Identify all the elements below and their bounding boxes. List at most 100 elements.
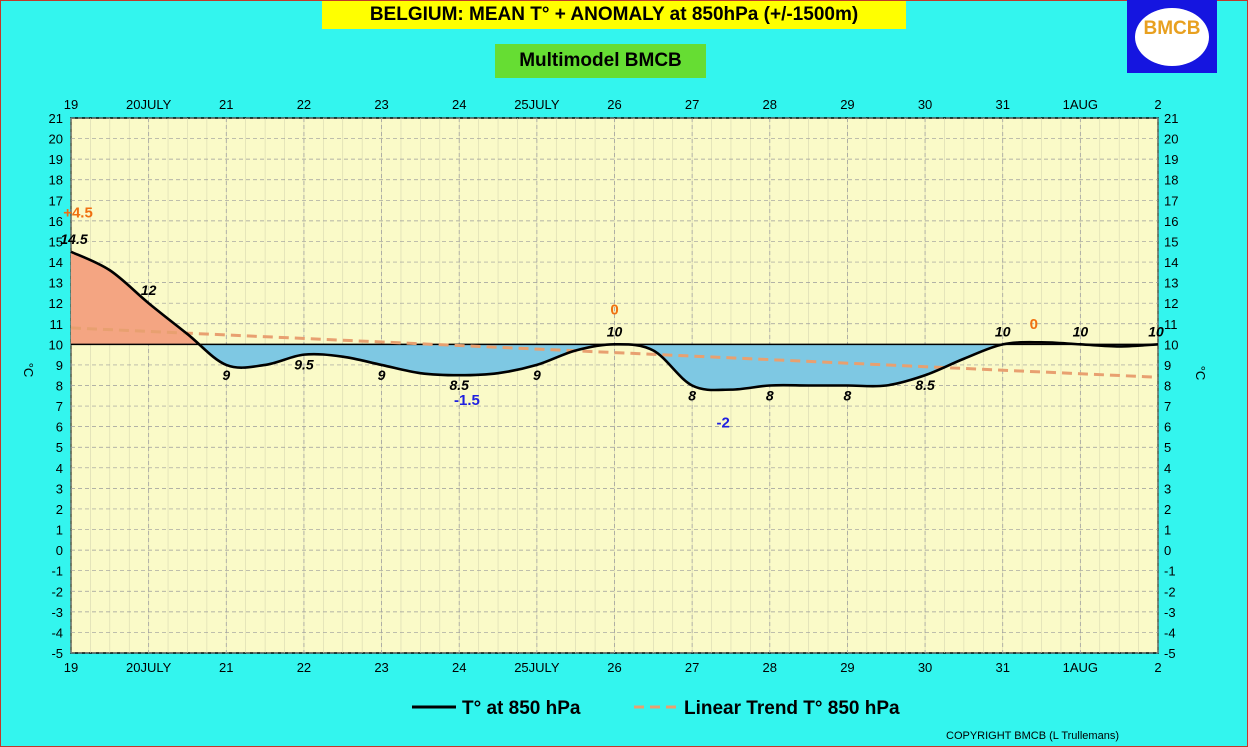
y-tick-label-left: 4: [56, 461, 63, 476]
data-label: 14.5: [60, 231, 87, 247]
anomaly-label: 0: [610, 301, 618, 318]
y-tick-label-left: 16: [49, 214, 63, 229]
y-tick-label-right: 1: [1164, 523, 1171, 538]
y-tick-label-left: 15: [49, 234, 63, 249]
copyright-text: COPYRIGHT BMCB (L Trullemans): [946, 730, 1119, 742]
y-tick-label-left: 20: [49, 132, 63, 147]
y-tick-label-right: 21: [1164, 111, 1178, 126]
x-tick-label-bottom: 19: [64, 660, 78, 675]
y-tick-label-right: -5: [1164, 646, 1176, 661]
horizontal-grid: [71, 117, 1158, 654]
x-tick-label-bottom: 25JULY: [514, 660, 560, 675]
y-tick-label-left: 13: [49, 276, 63, 291]
y-tick-label-right: 19: [1164, 152, 1178, 167]
y-tick-label-left: 1: [56, 523, 63, 538]
y-tick-label-right: -2: [1164, 584, 1176, 599]
data-label: 8.5: [449, 377, 469, 393]
data-label: 8: [844, 388, 852, 404]
y-tick-label-left: -2: [51, 584, 63, 599]
y-tick-label-left: 9: [56, 358, 63, 373]
y-tick-label-right: -3: [1164, 605, 1176, 620]
x-tick-label-bottom: 22: [297, 660, 311, 675]
x-tick-label-bottom: 20JULY: [126, 660, 172, 675]
y-tick-label-left: 11: [50, 317, 64, 332]
data-label: 9.5: [294, 357, 314, 373]
x-tick-label-top: 31: [995, 97, 1009, 112]
data-label: 10: [607, 323, 623, 339]
data-label: 8.5: [915, 377, 935, 393]
y-tick-label-right: 12: [1164, 296, 1178, 311]
x-tick-label-bottom: 2: [1154, 660, 1161, 675]
x-tick-label-top: 2: [1154, 97, 1161, 112]
y-tick-label-right: 3: [1164, 481, 1171, 496]
logo-text: BMCB: [1143, 18, 1201, 39]
y-tick-label-left: 12: [49, 296, 63, 311]
legend: T° at 850 hPa Linear Trend T° 850 hPa: [412, 698, 900, 719]
x-tick-label-top: 22: [297, 97, 311, 112]
y-tick-label-left: 8: [56, 379, 63, 394]
anomaly-label: -1.5: [454, 392, 480, 409]
cold-anomaly-area: [199, 344, 1158, 391]
x-tick-label-bottom: 31: [995, 660, 1009, 675]
y-tick-label-right: 17: [1164, 193, 1178, 208]
y-tick-label-left: 3: [56, 481, 63, 496]
x-tick-label-bottom: 23: [374, 660, 388, 675]
y-tick-label-left: 14: [49, 255, 63, 270]
x-tick-label-bottom: 24: [452, 660, 466, 675]
anomaly-label: -2: [717, 415, 730, 432]
y-tick-label-left: 19: [49, 152, 63, 167]
y-tick-label-right: 15: [1164, 234, 1178, 249]
y-tick-label-left: -1: [51, 564, 63, 579]
y-tick-label-right: 4: [1164, 461, 1171, 476]
y-tick-label-left: 17: [49, 193, 63, 208]
legend-label: Linear Trend T° 850 hPa: [684, 698, 900, 719]
x-tick-label-bottom: 26: [607, 660, 621, 675]
data-label: 10: [1148, 323, 1164, 339]
x-tick-label-top: 26: [607, 97, 621, 112]
x-tick-label-top: 27: [685, 97, 699, 112]
chart-title: BELGIUM: MEAN T° + ANOMALY at 850hPa (+/…: [322, 1, 906, 29]
y-axis-label-right: °C: [1193, 366, 1208, 381]
anomaly-label: 0: [1030, 316, 1038, 333]
data-label: 8: [688, 388, 696, 404]
x-tick-label-top: 24: [452, 97, 466, 112]
y-tick-label-right: 11: [1164, 317, 1178, 332]
y-tick-label-left: 18: [49, 173, 63, 188]
y-tick-label-right: 16: [1164, 214, 1178, 229]
x-tick-label-top: 21: [219, 97, 233, 112]
warm-anomaly-area: [71, 251, 1158, 345]
y-tick-label-left: 6: [56, 420, 63, 435]
logo-disc: [1135, 8, 1209, 66]
x-tick-label-bottom: 1AUG: [1063, 660, 1098, 675]
y-tick-label-right: 14: [1164, 255, 1178, 270]
x-tick-label-top: 28: [763, 97, 777, 112]
y-tick-label-left: 7: [56, 399, 63, 414]
y-tick-label-right: 20: [1164, 132, 1178, 147]
y-tick-label-right: 6: [1164, 420, 1171, 435]
data-label: 10: [1073, 323, 1089, 339]
y-tick-label-left: -3: [51, 605, 63, 620]
data-label: 9: [378, 367, 386, 383]
y-tick-label-left: 5: [56, 440, 63, 455]
x-tick-label-top: 23: [374, 97, 388, 112]
x-tick-label-top: 20JULY: [126, 97, 172, 112]
x-tick-label-bottom: 21: [219, 660, 233, 675]
y-tick-label-right: -4: [1164, 625, 1176, 640]
y-axis-label-left: °C: [21, 363, 36, 378]
data-label: 10: [995, 323, 1011, 339]
y-tick-label-right: 18: [1164, 173, 1178, 188]
data-label: 9: [222, 367, 230, 383]
y-tick-label-right: 13: [1164, 276, 1178, 291]
y-tick-label-right: 9: [1164, 358, 1171, 373]
y-tick-label-right: 10: [1164, 337, 1178, 352]
x-tick-label-bottom: 27: [685, 660, 699, 675]
y-tick-label-right: 5: [1164, 440, 1171, 455]
temperature-line: [70, 250, 1159, 392]
bmcb-logo: BMCB: [1127, 0, 1217, 73]
y-tick-label-right: 8: [1164, 379, 1171, 394]
y-tick-label-left: 21: [49, 111, 63, 126]
y-tick-label-right: 2: [1164, 502, 1171, 517]
x-tick-label-top: 1AUG: [1063, 97, 1098, 112]
x-tick-label-top: 29: [840, 97, 854, 112]
